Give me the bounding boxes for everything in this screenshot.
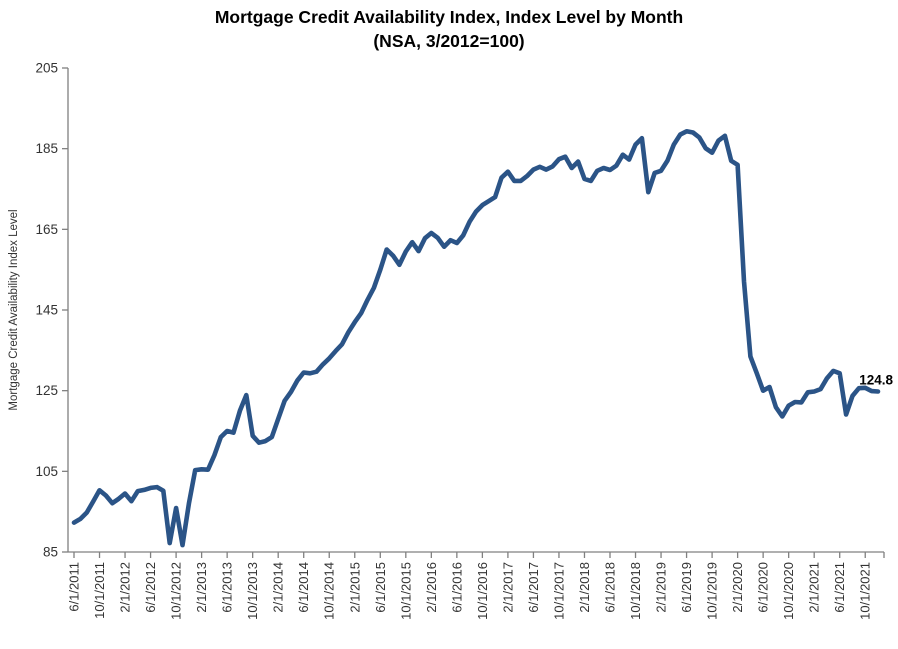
x-tick-label: 6/1/2018 — [603, 562, 618, 613]
x-tick-label: 6/1/2019 — [679, 562, 694, 613]
x-tick-label: 6/1/2012 — [143, 562, 158, 613]
x-tick-label: 10/1/2011 — [92, 562, 107, 619]
x-tick-label: 10/1/2015 — [398, 562, 413, 620]
y-tick-label: 145 — [35, 303, 58, 318]
x-tick-label: 10/1/2014 — [322, 562, 337, 620]
x-tick-label: 2/1/2016 — [424, 562, 439, 613]
x-tick-label: 2/1/2013 — [194, 562, 209, 613]
x-tick-label: 6/1/2017 — [526, 562, 541, 613]
chart-title-line1: Mortgage Credit Availability Index, Inde… — [214, 7, 684, 27]
x-tick-label: 6/1/2016 — [449, 562, 464, 613]
x-tick-label: 10/1/2019 — [705, 562, 720, 620]
last-value-label: 124.8 — [859, 372, 893, 387]
chart-title-line2: (NSA, 3/2012=100) — [373, 31, 525, 52]
y-tick-label: 165 — [35, 222, 58, 237]
x-tick-label: 2/1/2020 — [730, 562, 745, 613]
x-tick-label: 10/1/2016 — [475, 562, 490, 620]
x-tick-label: 2/1/2017 — [500, 562, 515, 613]
y-tick-label: 185 — [35, 141, 58, 156]
x-tick-label: 10/1/2012 — [169, 562, 184, 620]
x-tick-label: 10/1/2017 — [551, 562, 566, 620]
y-tick-label: 105 — [35, 464, 58, 479]
y-axis-title: Mortgage Credit Availability Index Level — [8, 209, 20, 411]
x-tick-label: 2/1/2021 — [807, 562, 822, 613]
x-tick-label: 6/1/2014 — [296, 562, 311, 613]
x-tick-label: 2/1/2014 — [271, 562, 286, 613]
x-tick-label: 6/1/2021 — [832, 562, 847, 613]
x-tick-label: 2/1/2015 — [347, 562, 362, 613]
x-tick-label: 10/1/2018 — [628, 562, 643, 620]
x-tick-label: 6/1/2020 — [756, 562, 771, 613]
x-tick-label: 2/1/2012 — [118, 562, 133, 613]
x-tick-label: 2/1/2019 — [654, 562, 669, 613]
x-tick-label: 10/1/2020 — [781, 562, 796, 620]
y-tick-label: 205 — [35, 61, 58, 76]
y-tick-label: 125 — [35, 383, 58, 398]
chart-title: Mortgage Credit Availability Index, Inde… — [0, 5, 898, 53]
x-tick-label: 6/1/2015 — [373, 562, 388, 613]
y-tick-label: 85 — [43, 545, 58, 560]
x-tick-label: 6/1/2011 — [67, 562, 82, 612]
x-tick-label: 6/1/2013 — [220, 562, 235, 613]
x-tick-label: 10/1/2013 — [245, 562, 260, 620]
mcai-series-line — [71, 129, 881, 548]
x-tick-label: 2/1/2018 — [577, 562, 592, 613]
x-tick-label: 10/1/2021 — [858, 562, 873, 620]
